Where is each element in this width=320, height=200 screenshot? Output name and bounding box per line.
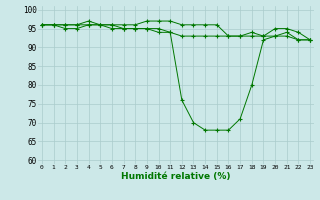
X-axis label: Humidité relative (%): Humidité relative (%) xyxy=(121,172,231,181)
